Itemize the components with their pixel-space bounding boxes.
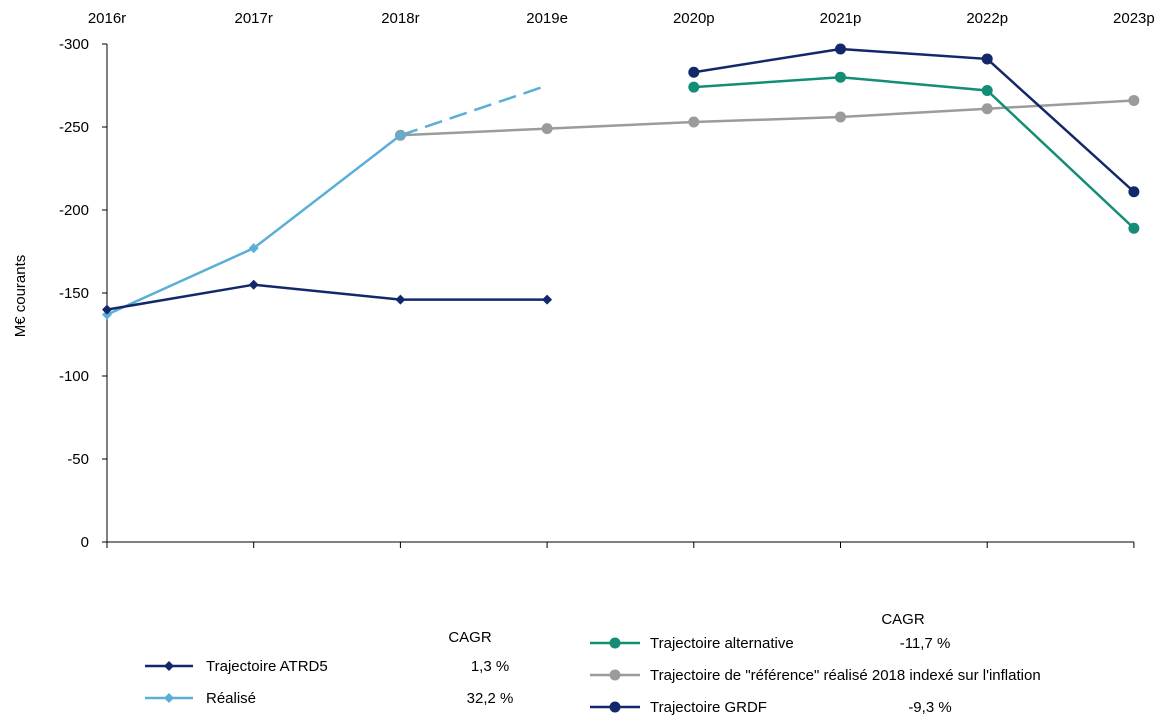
series-line [693,75,1135,230]
data-point [395,294,406,305]
x-tick-label: 2023p [1113,10,1155,27]
data-point [1128,94,1140,106]
series-line [693,47,1135,193]
legend-cagr-value: 1,3 % [471,658,509,675]
data-point [981,103,993,115]
legend-label: Trajectoire ATRD5 [206,658,328,675]
data-point [688,66,700,78]
series-layer [102,43,1140,320]
legend-swatch-marker [609,637,621,649]
y-tick-label: -200 [59,202,89,219]
legend-entry-0: Trajectoire ATRD5 1,3 % [145,658,509,675]
x-tick-label: 2019e [526,10,568,27]
legend-entry-3: Trajectoire de "référence" réalisé 2018 … [590,667,1041,684]
legend-cagr-value: -11,7 % [900,635,951,652]
legend-label: Trajectoire GRDF [650,699,767,716]
legend-swatch-marker [164,661,174,671]
legend-cagr-value: -9,3 % [908,699,951,716]
series-1 [102,84,548,320]
legend-entry-2: Trajectoire alternative -11,7 % [590,635,950,652]
legend-entry-1: Réalisé 32,2 % [145,690,513,707]
data-point [102,304,112,315]
x-tick-label: 2020p [673,10,715,27]
series-2 [688,71,1140,234]
y-tick-label: -250 [59,119,89,136]
x-tick-label: 2018r [381,10,419,27]
x-tick-label: 2022p [966,10,1008,27]
series-line [400,99,1134,137]
data-point [1128,222,1140,234]
x-tick-label: 2016r [88,10,126,27]
data-point [835,71,846,83]
legend-swatch-marker [609,701,621,713]
series-3 [394,94,1140,141]
x-tick-label: 2021p [820,10,862,27]
y-axis-label: M€ courants [12,255,29,338]
axes: 0 -50 -100 -150 -200 -250 -300 2016r 2017r 2018r 2… [59,10,1155,551]
legend: CAGR CAGR Trajectoire ATRD5 1,3 % Réalisé 32,… [145,611,1041,716]
series-line [106,283,548,311]
y-tick-label: -150 [59,285,89,302]
legend-label: Trajectoire de "référence" réalisé 2018 … [650,667,1041,684]
data-point [248,243,259,254]
legend-swatch-marker [164,693,174,703]
data-point [688,81,700,93]
data-point [981,53,993,65]
data-point [688,116,700,128]
data-point [395,130,406,141]
series-4 [688,43,1140,198]
legend-cagr-value: 32,2 % [467,690,514,707]
data-point [541,123,553,135]
y-tick-label: -100 [59,368,89,385]
data-point [835,43,846,55]
data-point [1128,186,1140,198]
y-tick-label: 0 [81,534,89,551]
series-line-dashed [399,84,548,137]
y-tick-label: -300 [59,36,89,53]
legend-label: Trajectoire alternative [650,635,794,652]
legend-swatch-marker [609,669,621,681]
series-0 [102,279,553,315]
legend-cagr-header-left: CAGR [448,629,492,646]
data-point [981,84,993,96]
x-tick-label: 2017r [235,10,273,27]
data-point [248,279,259,290]
data-point [542,294,553,305]
legend-label: Réalisé [206,690,256,707]
data-point [835,111,846,123]
legend-entry-4: Trajectoire GRDF -9,3 % [590,699,952,716]
y-tick-label: -50 [67,451,89,468]
legend-cagr-header-right: CAGR [881,611,925,628]
